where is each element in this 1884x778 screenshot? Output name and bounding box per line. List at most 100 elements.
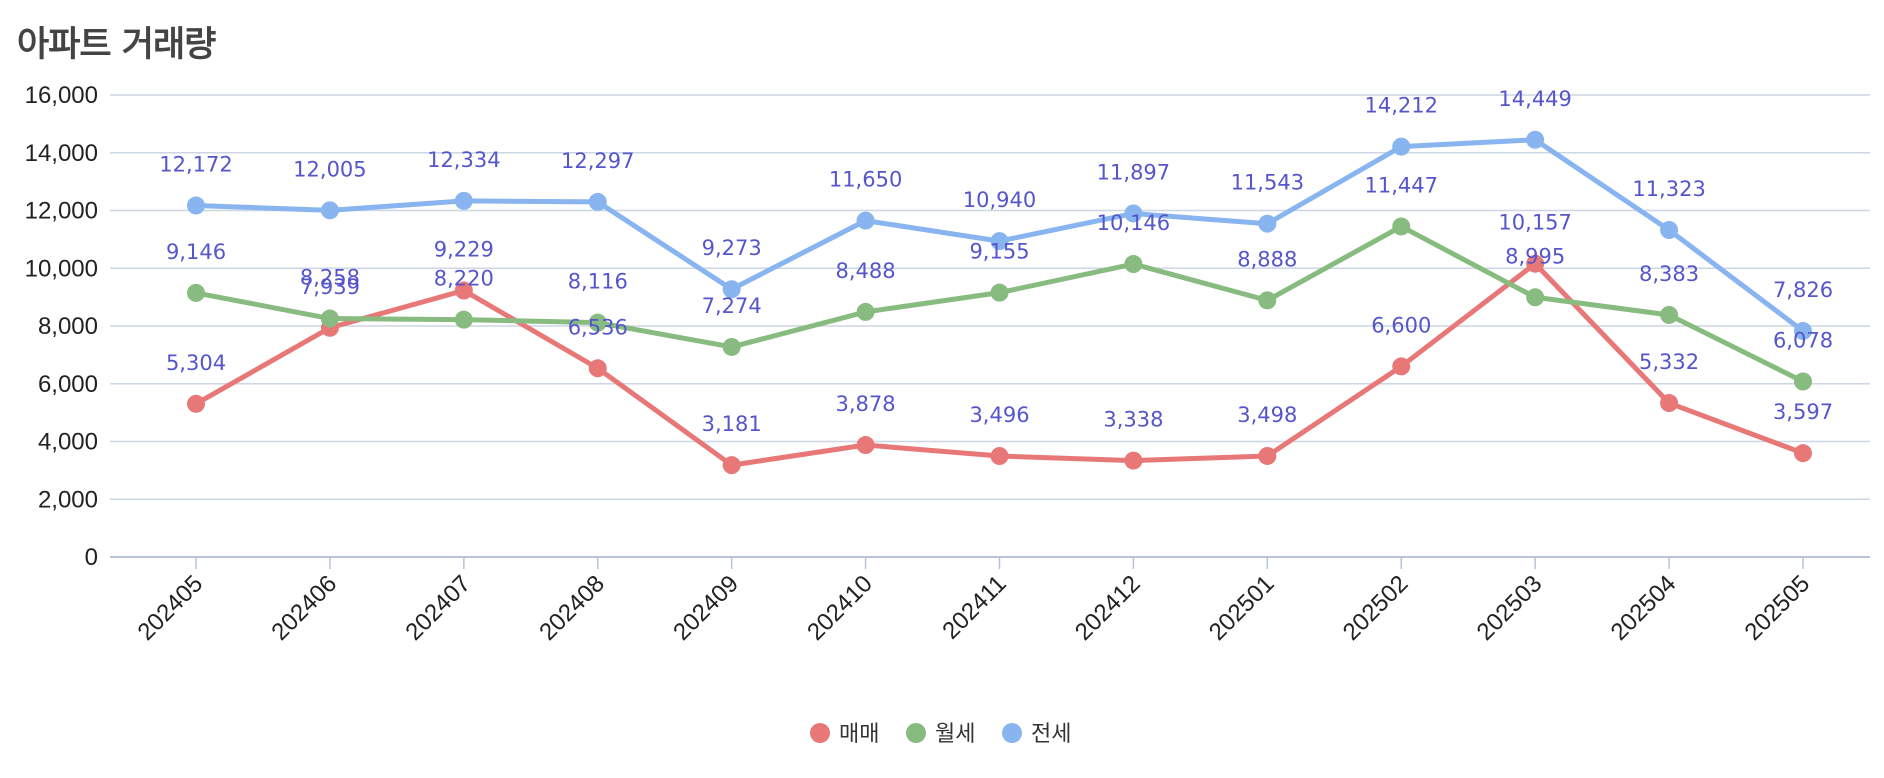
data-label: 6,600 — [1371, 313, 1431, 337]
data-label: 7,274 — [702, 294, 762, 318]
legend: 매매 월세 전세 — [810, 722, 1071, 747]
data-point[interactable] — [588, 313, 607, 332]
data-point[interactable] — [722, 280, 741, 299]
data-label: 6,536 — [568, 315, 628, 339]
data-point[interactable] — [1794, 444, 1812, 463]
data-point[interactable] — [187, 394, 205, 413]
data-point[interactable] — [320, 201, 339, 220]
data-label: 11,897 — [1097, 160, 1170, 184]
data-label: 3,498 — [1237, 403, 1297, 427]
legend-item[interactable]: 매매 — [810, 722, 879, 747]
data-label: 5,304 — [166, 351, 226, 375]
data-label: 3,496 — [969, 403, 1029, 427]
legend-marker — [1002, 723, 1022, 743]
y-tick-label: 10,000 — [25, 255, 98, 282]
data-label: 12,005 — [293, 157, 366, 181]
legend-marker — [810, 723, 830, 743]
data-label: 7,826 — [1773, 278, 1833, 302]
data-label: 3,181 — [702, 412, 762, 436]
x-tick-label: 202411 — [937, 570, 1011, 644]
data-label: 9,273 — [702, 236, 762, 260]
data-point[interactable] — [856, 211, 875, 230]
data-label: 5,332 — [1639, 350, 1699, 374]
data-point[interactable] — [1794, 322, 1812, 341]
data-label: 7,939 — [300, 275, 360, 299]
x-tick-label: 202504 — [1606, 570, 1682, 646]
series-2 — [187, 217, 1812, 391]
data-point[interactable] — [1124, 255, 1143, 274]
data-label: 8,116 — [568, 270, 628, 294]
data-label: 12,297 — [561, 149, 634, 173]
data-point[interactable] — [187, 283, 205, 302]
y-tick-label: 6,000 — [38, 371, 98, 398]
series-3 — [187, 130, 1812, 341]
data-point[interactable] — [1392, 357, 1411, 376]
data-labels: 5,304 7,939 9,229 6,536 3,181 3,878 3,496 3,338… — [159, 87, 1833, 436]
x-tick-label: 202502 — [1338, 570, 1414, 646]
data-point[interactable] — [454, 191, 473, 210]
data-label: 10,157 — [1498, 211, 1571, 235]
data-point[interactable] — [588, 359, 607, 378]
data-point[interactable] — [1258, 214, 1277, 233]
x-axis: 202405 202406 202407 202408 202409 202410 2024… — [133, 557, 1815, 646]
data-label: 10,146 — [1097, 211, 1170, 235]
legend-label: 매매 — [839, 722, 879, 747]
data-point[interactable] — [856, 302, 875, 321]
data-label: 10,940 — [963, 188, 1036, 212]
data-point[interactable] — [454, 310, 473, 329]
legend-item[interactable]: 전세 — [1002, 722, 1071, 747]
series-1 — [187, 254, 1812, 475]
data-point[interactable] — [1660, 221, 1679, 240]
data-label: 11,447 — [1365, 173, 1438, 197]
data-label: 12,172 — [159, 153, 232, 177]
data-label: 14,449 — [1498, 87, 1571, 111]
data-point[interactable] — [990, 283, 1009, 302]
data-point[interactable] — [588, 192, 607, 211]
data-point[interactable] — [722, 337, 741, 356]
y-tick-label: 4,000 — [38, 429, 98, 456]
x-tick-label: 202407 — [400, 570, 476, 646]
data-point[interactable] — [320, 309, 339, 328]
data-label: 9,229 — [434, 238, 494, 262]
data-label: 11,543 — [1231, 171, 1304, 195]
legend-item[interactable]: 월세 — [906, 722, 975, 747]
data-point[interactable] — [1526, 254, 1545, 273]
data-label: 8,488 — [836, 259, 896, 283]
data-point[interactable] — [722, 456, 741, 475]
data-point[interactable] — [1526, 130, 1545, 149]
data-point[interactable] — [1392, 217, 1411, 236]
x-tick-label: 202412 — [1070, 570, 1146, 646]
data-label: 11,650 — [829, 168, 902, 192]
x-tick-label: 202405 — [133, 570, 209, 646]
data-point[interactable] — [454, 281, 473, 300]
data-point[interactable] — [990, 232, 1009, 251]
data-point[interactable] — [1660, 305, 1679, 324]
data-point[interactable] — [990, 447, 1009, 466]
data-label: 9,146 — [166, 240, 226, 264]
data-point[interactable] — [1124, 204, 1143, 223]
legend-marker — [906, 723, 926, 743]
data-point[interactable] — [1258, 291, 1277, 310]
data-point[interactable] — [187, 196, 205, 215]
data-point[interactable] — [1794, 372, 1812, 391]
data-label: 9,155 — [969, 240, 1029, 264]
x-tick-label: 202503 — [1472, 570, 1548, 646]
y-axis: 0 2,000 4,000 6,000 8,000 10,000 12,000 14,000 1… — [25, 82, 98, 571]
data-label: 11,323 — [1632, 177, 1705, 201]
data-point[interactable] — [1526, 288, 1545, 307]
chart-title: 아파트 거래량 — [17, 25, 216, 65]
data-point[interactable] — [1392, 137, 1411, 156]
data-point[interactable] — [856, 436, 875, 455]
data-label: 8,888 — [1237, 247, 1297, 271]
legend-label: 월세 — [935, 722, 975, 747]
y-tick-label: 2,000 — [38, 486, 98, 513]
data-label: 8,220 — [434, 267, 494, 291]
data-label: 3,597 — [1773, 400, 1833, 424]
data-label: 14,212 — [1365, 94, 1438, 118]
x-tick-label: 202409 — [668, 570, 744, 646]
data-point[interactable] — [1258, 446, 1277, 465]
data-point[interactable] — [1124, 451, 1143, 470]
data-point[interactable] — [1660, 394, 1679, 413]
legend-label: 전세 — [1031, 722, 1071, 747]
